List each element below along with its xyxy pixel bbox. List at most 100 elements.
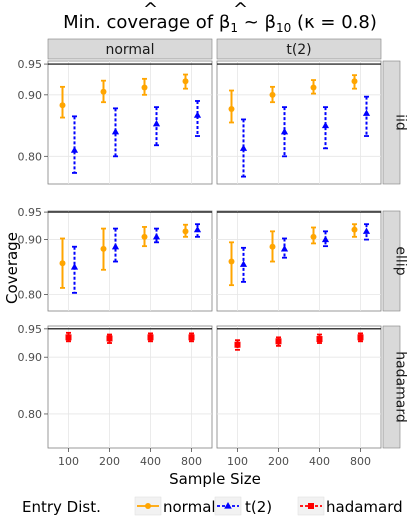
title-hat-first: ^ bbox=[143, 0, 158, 20]
legend-key-marker bbox=[145, 503, 151, 509]
panel-background bbox=[47, 210, 213, 312]
x-tick-label: 200 bbox=[268, 455, 289, 468]
column-strip-label: normal bbox=[105, 42, 154, 58]
data-point-t2 bbox=[362, 227, 371, 234]
legend-title: Entry Dist. bbox=[22, 498, 101, 516]
title-tilde: ~ bbox=[238, 12, 265, 33]
y-tick-label: 0.80 bbox=[18, 408, 43, 421]
data-point-t2 bbox=[193, 111, 202, 118]
data-point-normal bbox=[182, 228, 189, 235]
data-point-t2 bbox=[70, 263, 79, 270]
legend-label: normal bbox=[163, 498, 216, 516]
chart-title: Min. coverage of β1 ~ β10 (κ = 0.8) bbox=[63, 12, 377, 35]
x-tick-label: 100 bbox=[227, 455, 248, 468]
x-tick-label: 100 bbox=[58, 455, 79, 468]
data-point-normal bbox=[310, 84, 317, 91]
row-strip-ellip bbox=[382, 210, 401, 312]
panel-ellip-t2 bbox=[216, 210, 382, 312]
title-sub-first: 1 bbox=[230, 21, 238, 35]
panel-iid-t2 bbox=[216, 60, 382, 185]
legend-label: hadamard bbox=[326, 498, 403, 516]
panel-hadamard-normal bbox=[47, 325, 213, 449]
x-axis-title: Sample Size bbox=[169, 470, 261, 488]
data-point-normal bbox=[351, 226, 358, 233]
data-point-hadamard bbox=[316, 336, 323, 343]
data-point-hadamard bbox=[106, 335, 113, 342]
y-tick-label: 0.80 bbox=[18, 289, 43, 302]
y-tick-label: 0.90 bbox=[18, 89, 43, 102]
legend-key-marker bbox=[308, 503, 314, 509]
legend-key-marker bbox=[224, 502, 232, 509]
row-strip-label: ellip bbox=[393, 246, 407, 275]
row-strip-label: iid bbox=[393, 114, 407, 131]
column-strip-t(2) bbox=[216, 38, 382, 60]
x-tick-label: 800 bbox=[350, 455, 371, 468]
data-point-t2 bbox=[321, 235, 330, 243]
row-strip-label: hadamard bbox=[393, 351, 407, 423]
data-point-normal bbox=[269, 91, 276, 98]
title-beta-last: β bbox=[265, 12, 277, 33]
x-tick-label: 400 bbox=[309, 455, 330, 468]
panel-background bbox=[216, 325, 382, 449]
row-strip-iid bbox=[382, 60, 401, 185]
panel-ellip-normal bbox=[47, 210, 213, 312]
row-strip-hadamard bbox=[382, 325, 401, 449]
y-axis-title: Coverage bbox=[3, 232, 21, 304]
data-point-hadamard bbox=[275, 338, 282, 345]
y-tick-label: 0.95 bbox=[18, 206, 43, 219]
data-point-hadamard bbox=[188, 334, 195, 341]
column-strip-label: t(2) bbox=[286, 42, 311, 58]
data-point-normal bbox=[351, 78, 358, 85]
y-tick-label: 0.95 bbox=[18, 323, 43, 336]
y-tick-label: 0.95 bbox=[18, 58, 43, 71]
data-point-hadamard bbox=[65, 334, 72, 341]
x-tick-label: 200 bbox=[99, 455, 120, 468]
data-point-normal bbox=[59, 260, 66, 267]
data-point-normal bbox=[141, 84, 148, 91]
data-point-t2 bbox=[70, 146, 79, 153]
data-point-t2 bbox=[152, 233, 161, 240]
data-point-t2 bbox=[280, 245, 289, 252]
data-point-t2 bbox=[152, 119, 161, 127]
panel-hadamard-t2 bbox=[216, 325, 382, 449]
data-point-normal bbox=[228, 258, 235, 265]
title-prefix: Min. coverage of bbox=[63, 12, 219, 33]
data-point-t2 bbox=[193, 225, 202, 233]
title-hat-last: ^ bbox=[233, 0, 248, 20]
legend-label: t(2) bbox=[245, 498, 272, 516]
axes-layer: 0.80 0.90 0.95 0.80 0.90 0.95 0.80 0.90 0.95 100 2… bbox=[3, 58, 371, 488]
data-point-normal bbox=[100, 88, 107, 95]
data-point-normal bbox=[269, 243, 276, 250]
data-point-normal bbox=[59, 102, 66, 109]
y-tick-label: 0.90 bbox=[18, 234, 43, 247]
panel-background bbox=[47, 325, 213, 449]
column-strip-normal bbox=[47, 38, 213, 60]
data-point-t2 bbox=[280, 127, 289, 135]
data-point-t2 bbox=[111, 127, 120, 135]
data-point-normal bbox=[310, 233, 317, 240]
panel-iid-normal bbox=[47, 60, 213, 185]
data-point-normal bbox=[182, 78, 189, 85]
y-tick-label: 0.80 bbox=[18, 150, 43, 163]
title-sub-last: 10 bbox=[276, 21, 291, 35]
data-point-t2 bbox=[239, 144, 248, 151]
title-suffix: (κ = 0.8) bbox=[291, 12, 377, 33]
x-tick-label: 800 bbox=[181, 455, 202, 468]
legend: Entry Dist. normal t(2) hadamard bbox=[22, 496, 403, 516]
title-beta-first: β bbox=[219, 12, 231, 33]
data-point-t2 bbox=[239, 260, 248, 267]
y-tick-label: 0.90 bbox=[18, 351, 43, 364]
data-point-hadamard bbox=[147, 334, 154, 341]
facet-panels: normal t(2) iid ellip hadamard bbox=[47, 38, 407, 449]
data-point-t2 bbox=[321, 121, 330, 129]
data-point-hadamard bbox=[234, 341, 241, 348]
panel-background bbox=[216, 210, 382, 312]
data-point-normal bbox=[100, 245, 107, 252]
data-point-hadamard bbox=[357, 334, 364, 341]
x-tick-label: 400 bbox=[140, 455, 161, 468]
data-point-normal bbox=[141, 233, 148, 240]
data-point-t2 bbox=[111, 242, 120, 250]
data-point-normal bbox=[228, 105, 235, 112]
data-point-t2 bbox=[362, 109, 371, 116]
